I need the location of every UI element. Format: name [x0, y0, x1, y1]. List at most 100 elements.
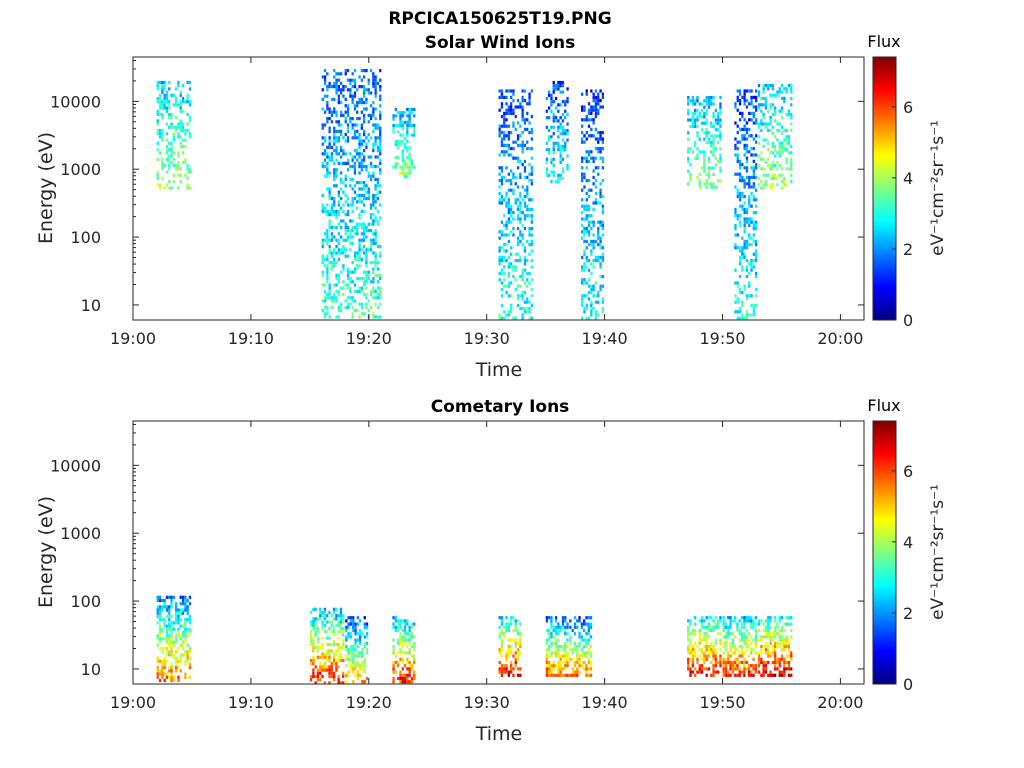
- heat-cell: [597, 230, 600, 234]
- heat-cell: [566, 167, 569, 171]
- heat-cell: [687, 619, 690, 623]
- heat-cell: [743, 92, 746, 96]
- heat-cell: [158, 595, 162, 599]
- heat-cell: [687, 625, 690, 629]
- heat-cell: [587, 316, 591, 320]
- heat-cell: [342, 245, 345, 249]
- heat-cell: [344, 69, 347, 73]
- heat-cell: [413, 133, 416, 137]
- heat-cell: [353, 107, 357, 111]
- heat-cell: [512, 99, 515, 103]
- heat-cell: [354, 632, 357, 636]
- heat-cell: [161, 116, 164, 120]
- heat-cell: [585, 166, 588, 170]
- heat-cell: [587, 284, 591, 288]
- heat-cell: [557, 128, 560, 133]
- heat-cell: [573, 632, 577, 636]
- heat-cell: [528, 198, 531, 202]
- heat-cell: [689, 673, 692, 677]
- heat-cell: [326, 305, 329, 309]
- heat-cell: [581, 179, 584, 183]
- heat-cell: [712, 628, 715, 633]
- heat-cell: [530, 239, 533, 243]
- heat-cell: [583, 175, 586, 179]
- heat-cell: [335, 649, 338, 653]
- heat-cell: [790, 654, 793, 658]
- heat-cell: [554, 651, 558, 655]
- heat-cell: [346, 225, 350, 229]
- heat-cell: [712, 625, 715, 629]
- heat-cell: [743, 246, 746, 250]
- heat-cell: [550, 632, 553, 636]
- heat-cell: [780, 167, 784, 171]
- heat-cell: [156, 119, 159, 123]
- heat-cell: [589, 625, 593, 629]
- heat-cell: [583, 204, 586, 208]
- heat-cell: [521, 223, 524, 227]
- heat-cell: [330, 235, 334, 239]
- heat-cell: [392, 648, 395, 652]
- heat-cell: [755, 134, 758, 138]
- heat-cell: [156, 605, 159, 609]
- heat-cell: [351, 126, 354, 130]
- heat-cell: [743, 243, 746, 247]
- heat-cell: [724, 657, 728, 661]
- heat-cell: [710, 102, 713, 106]
- heat-cell: [743, 616, 746, 620]
- heat-cell: [356, 622, 359, 626]
- heat-cell: [372, 145, 375, 149]
- heat-cell: [406, 644, 409, 649]
- heat-cell: [707, 182, 711, 186]
- heat-cell: [156, 598, 159, 603]
- heat-cell: [363, 209, 366, 213]
- heat-cell: [158, 135, 162, 139]
- heat-cell: [363, 660, 366, 665]
- heat-cell: [316, 655, 320, 659]
- heat-cell: [321, 283, 324, 287]
- heat-cell: [736, 131, 739, 135]
- heat-cell: [175, 87, 178, 91]
- heat-cell: [550, 673, 553, 677]
- heat-cell: [328, 620, 331, 624]
- heat-cell: [363, 101, 366, 105]
- heat-cell: [748, 204, 751, 208]
- heat-cell: [163, 624, 166, 628]
- heat-cell: [337, 257, 340, 261]
- heat-cell: [186, 627, 189, 631]
- heat-cell: [757, 106, 761, 110]
- heat-cell: [530, 172, 533, 176]
- heat-cell: [514, 644, 517, 649]
- heat-cell: [410, 667, 414, 671]
- heat-cell: [340, 181, 343, 185]
- heat-cell: [158, 624, 162, 628]
- heat-cell: [590, 252, 593, 256]
- heat-cell: [738, 259, 742, 263]
- heat-cell: [573, 644, 577, 649]
- heat-cell: [321, 203, 324, 207]
- heat-cell: [507, 89, 510, 93]
- heat-cell: [413, 670, 416, 674]
- heat-cell: [186, 650, 189, 654]
- heat-cell: [594, 259, 598, 263]
- heat-cell: [374, 139, 377, 143]
- heat-cell: [748, 134, 751, 138]
- heat-cell: [590, 108, 593, 112]
- heat-cell: [552, 635, 555, 639]
- heat-cell: [548, 670, 551, 674]
- heat-cell: [585, 664, 588, 668]
- heat-cell: [358, 257, 361, 261]
- cometary-axes-frame: [132, 420, 865, 685]
- heat-cell: [719, 96, 722, 100]
- heat-cell: [188, 103, 192, 107]
- heat-cell: [333, 251, 336, 255]
- heat-cell: [326, 649, 329, 653]
- heat-cell: [698, 179, 701, 183]
- heat-cell: [374, 219, 377, 223]
- heat-cell: [523, 195, 527, 199]
- heat-cell: [337, 630, 340, 634]
- heat-cell: [408, 638, 411, 642]
- heat-cell: [736, 191, 739, 195]
- heat-cell: [512, 111, 515, 115]
- heat-cell: [161, 605, 164, 609]
